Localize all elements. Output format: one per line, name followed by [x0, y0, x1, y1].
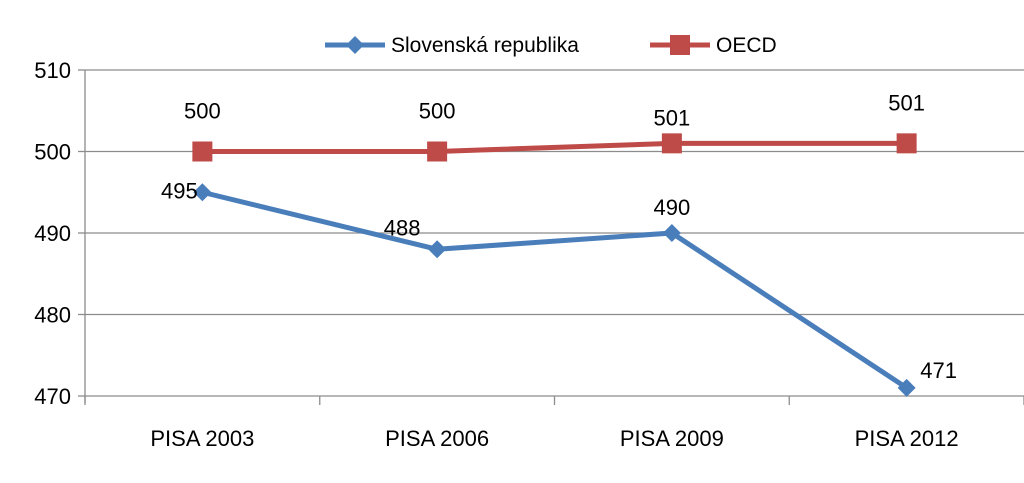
data-label: 471	[920, 358, 957, 383]
data-label: 488	[384, 215, 421, 240]
x-tick-label: PISA 2012	[855, 426, 959, 451]
data-label: 501	[654, 105, 691, 130]
legend-label: Slovenská republika	[391, 34, 579, 57]
x-tick-label: PISA 2009	[620, 426, 724, 451]
data-label: 500	[184, 99, 221, 124]
legend-swatch-marker	[346, 36, 364, 54]
data-point	[661, 133, 682, 154]
x-tick-label: PISA 2006	[385, 426, 489, 451]
data-label: 500	[419, 99, 456, 124]
data-point	[896, 133, 917, 154]
data-point	[192, 141, 213, 162]
series-line	[202, 140, 907, 154]
legend: Slovenská republika OECD	[325, 34, 777, 57]
gridlines	[85, 69, 1024, 397]
y-tick-label: 490	[34, 221, 71, 246]
x-tick-label: PISA 2003	[150, 426, 254, 451]
series	[192, 133, 917, 397]
data-point	[193, 183, 212, 202]
data-labels: 495 488 490 471 500 500 501 501	[161, 90, 957, 383]
data-label: 490	[654, 195, 691, 220]
data-point	[897, 378, 916, 397]
data-label: 495	[161, 178, 198, 203]
series-line	[201, 189, 909, 390]
legend-label: OECD	[716, 34, 777, 57]
y-tick-label: 480	[34, 303, 71, 328]
data-label: 501	[888, 90, 925, 115]
data-point	[662, 224, 681, 242]
y-tick-label: 470	[34, 384, 71, 409]
data-point	[427, 141, 448, 162]
data-point	[428, 240, 447, 259]
legend-swatch-marker	[670, 35, 690, 55]
y-tick-label: 510	[34, 58, 71, 83]
axes: 470 480 490 500 510 PISA 2003 PISA 2006 PISA 20…	[34, 58, 1024, 451]
y-tick-label: 500	[34, 140, 71, 165]
